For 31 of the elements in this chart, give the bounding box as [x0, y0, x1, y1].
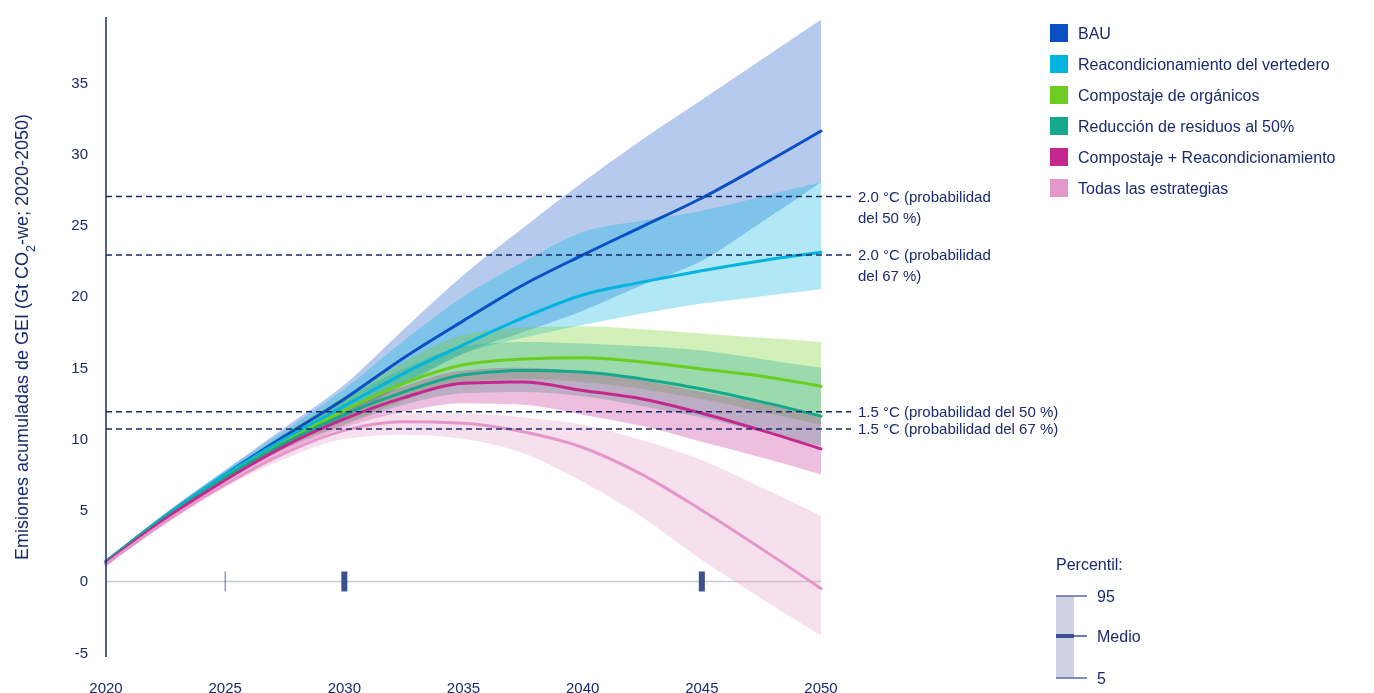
text: 95: [1097, 588, 1115, 605]
x-tick-label: 2045: [685, 679, 719, 693]
legend-label: Compostaje + Reacondicionamiento: [1078, 149, 1336, 166]
ref-line-label: 2.0 °C (probabilidad del 50 %): [858, 187, 991, 226]
y-tick-label: 5: [79, 501, 88, 519]
legend-label: Todas las estrategias: [1078, 180, 1229, 197]
y-tick-label: 30: [71, 144, 88, 162]
x-tick-label: 2040: [565, 679, 600, 693]
ref-line-label: 1.5 °C (probabilidad del 67 %): [858, 419, 1059, 437]
y-tick-label: 25: [71, 216, 88, 234]
ref-line-label: 2.0 °C (probabilidad del 67 %): [858, 246, 991, 285]
ref-line-label: 1.5 °C (probabilidad del 50 %): [858, 402, 1059, 420]
y-tick-label: 15: [71, 358, 88, 376]
x-tick-label: 2035: [446, 679, 481, 693]
x-tick-label: 2020: [89, 679, 123, 693]
text: Medio: [1097, 628, 1141, 645]
text: Percentil:: [1056, 556, 1123, 573]
line-series: [104, 420, 823, 591]
x-tick-label: 2030: [327, 679, 362, 693]
legend-label: Reducción de residuos al 50%: [1078, 118, 1295, 135]
y-tick-label: 35: [71, 73, 88, 91]
x-tick-label: 2025: [208, 679, 242, 693]
legend-label: BAU: [1078, 25, 1111, 42]
legend-label: Compostaje de orgánicos: [1078, 87, 1260, 104]
y-tick-label: 10: [71, 429, 88, 447]
y-tick-label: 20: [71, 287, 88, 305]
y-tick-label: -5: [74, 643, 88, 661]
text: 5: [1097, 670, 1106, 687]
x-tick-label: 2050: [804, 679, 838, 693]
legend-label: Reacondicionamiento del vertedero: [1078, 56, 1330, 73]
y-tick-label: 0: [79, 572, 88, 590]
